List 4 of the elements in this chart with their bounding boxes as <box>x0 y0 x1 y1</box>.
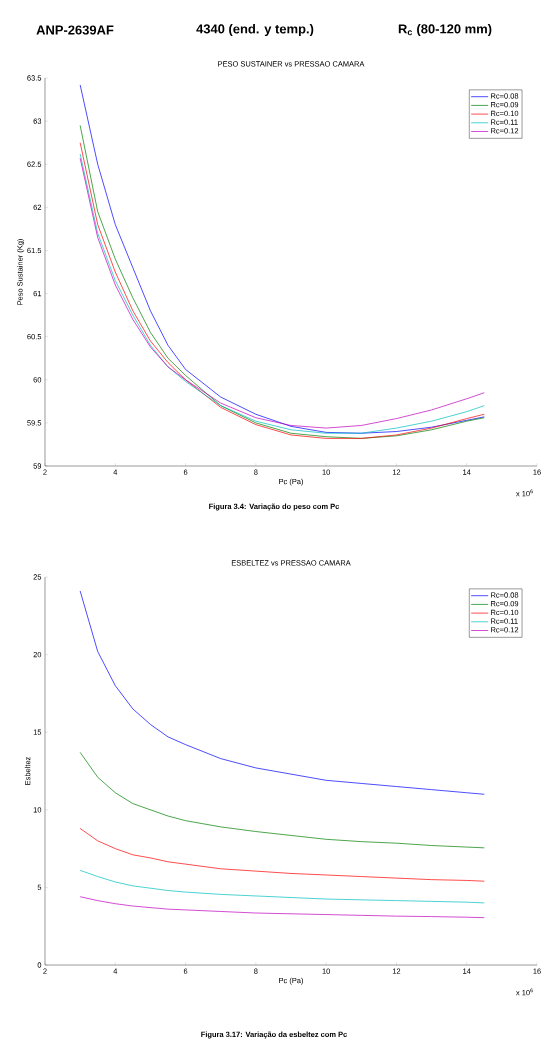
text: R$_{c}$ (80-120 mm) <box>398 23 492 37</box>
line-series <box>79 590 485 795</box>
text: 4340 (end. y temp.) <box>196 23 314 37</box>
text: ANP-2639AF <box>36 25 114 35</box>
